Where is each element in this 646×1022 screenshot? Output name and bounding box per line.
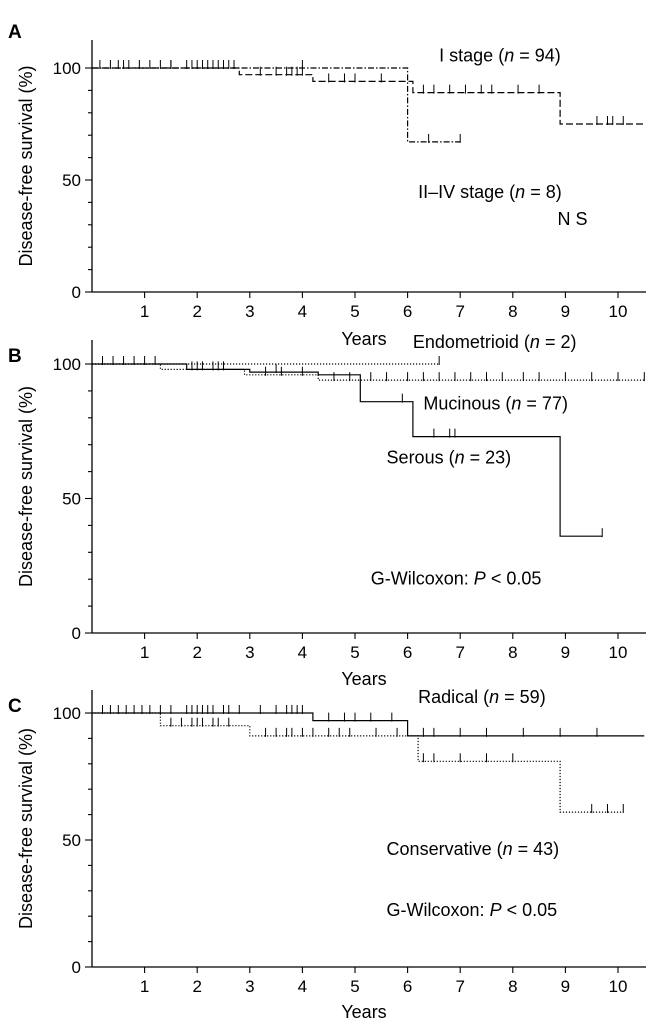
x-tick-label: 2 [192,302,201,321]
x-tick-label: 1 [140,302,149,321]
series-label-suffix: = 59) [499,687,546,707]
series-label-2: II–IV stage (n = 8) [418,182,562,202]
x-tick-label: 8 [508,302,517,321]
y-axis-title: Disease-free survival (%) [16,728,36,929]
annotation: N S [558,209,588,229]
y-tick-label: 50 [62,171,81,190]
x-tick-label: 6 [403,977,412,996]
x-tick-label: 6 [403,302,412,321]
series-label-suffix: = 8) [525,182,562,202]
series-label-n: n [530,332,540,352]
chart-panel-a: A 0 50 100 1 2 3 4 5 6 7 8 9 10 Years Disease-free surv… [8,22,646,349]
y-tick-label: 0 [72,624,81,643]
annotation: G-Wilcoxon: P < 0.05 [387,900,558,920]
x-tick-label: 1 [140,977,149,996]
annotation-p: P [490,900,502,920]
x-tick-label: 9 [561,643,570,662]
x-tick-label: 7 [455,302,464,321]
series-label-n: n [504,45,514,65]
series-label-1: Endometrioid (n = 2) [413,332,577,352]
chart-panel-b: B 0 50 100 1 2 3 4 5 6 7 8 9 10 Years Disease-free surv… [8,332,646,689]
x-tick-label: 8 [508,643,517,662]
panel-label: B [8,346,22,367]
series-label-n: n [511,394,521,414]
x-tick-label: 3 [245,643,254,662]
x-tick-label: 4 [298,977,307,996]
series-label-n: n [503,839,513,859]
series-label-suffix: = 94) [514,45,561,65]
x-tick-label: 2 [192,977,201,996]
x-tick-label: 6 [403,643,412,662]
y-tick-label: 0 [72,958,81,977]
annotation-text: G-Wilcoxon: [387,900,490,920]
series-line-2 [92,67,461,143]
x-tick-label: 9 [561,302,570,321]
series-label-suffix: = 23) [465,448,512,468]
series-label-prefix: Serous ( [387,448,455,468]
series-line-1 [92,712,645,737]
x-tick-label: 10 [609,977,628,996]
x-tick-label: 7 [455,977,464,996]
y-tick-label: 0 [72,283,81,302]
x-tick-label: 1 [140,643,149,662]
x-tick-label: 5 [350,302,359,321]
x-tick-label: 2 [192,643,201,662]
series-line-3 [92,363,603,537]
x-tick-label: 7 [455,643,464,662]
series-label-1: Radical (n = 59) [418,687,546,707]
series-label-3: Serous (n = 23) [387,448,512,468]
x-tick-label: 10 [609,643,628,662]
x-tick-label: 10 [609,302,628,321]
annotation-p: P [474,569,486,589]
annotation-text: N S [558,209,588,229]
series-label-prefix: I stage ( [439,45,504,65]
series-label-n: n [455,448,465,468]
annotation-tail: < 0.05 [502,900,558,920]
series-label-suffix: = 43) [513,839,560,859]
series-line-1 [92,67,645,125]
x-tick-label: 4 [298,643,307,662]
annotation: G-Wilcoxon: P < 0.05 [371,569,542,589]
x-tick-label: 3 [245,977,254,996]
x-tick-label: 8 [508,977,517,996]
series-label-2: Conservative (n = 43) [387,839,560,859]
series-label-suffix: = 77) [521,394,568,414]
x-axis-title: Years [341,329,386,349]
x-tick-label: 5 [350,977,359,996]
series-label-n: n [515,182,525,202]
series-label-prefix: Conservative ( [387,839,503,859]
y-tick-label: 50 [62,831,81,850]
series-line-2 [92,363,645,381]
series-label-prefix: Radical ( [418,687,489,707]
series-label-n: n [489,687,499,707]
chart-panel-c: C 0 50 100 1 2 3 4 5 6 7 8 9 10 Years Disease-free surv… [8,687,646,1022]
series-label-prefix: II–IV stage ( [418,182,515,202]
series-label-2: Mucinous (n = 77) [423,394,568,414]
panel-label: C [8,696,22,717]
x-tick-label: 5 [350,643,359,662]
y-tick-label: 100 [53,704,81,723]
y-tick-label: 50 [62,490,81,509]
x-axis-title: Years [341,669,386,689]
panel-label: A [8,22,22,43]
x-axis-title: Years [341,1002,386,1022]
x-tick-label: 4 [298,302,307,321]
series-label-prefix: Endometrioid ( [413,332,530,352]
y-tick-label: 100 [53,59,81,78]
y-axis-title: Disease-free survival (%) [16,386,36,587]
y-axis-title: Disease-free survival (%) [16,65,36,266]
annotation-text: G-Wilcoxon: [371,569,474,589]
y-tick-label: 100 [53,355,81,374]
series-line-2 [92,712,624,813]
series-label-1: I stage (n = 94) [439,45,561,65]
x-tick-label: 3 [245,302,254,321]
series-label-suffix: = 2) [540,332,577,352]
series-label-prefix: Mucinous ( [423,394,511,414]
x-tick-label: 9 [561,977,570,996]
annotation-tail: < 0.05 [486,569,542,589]
